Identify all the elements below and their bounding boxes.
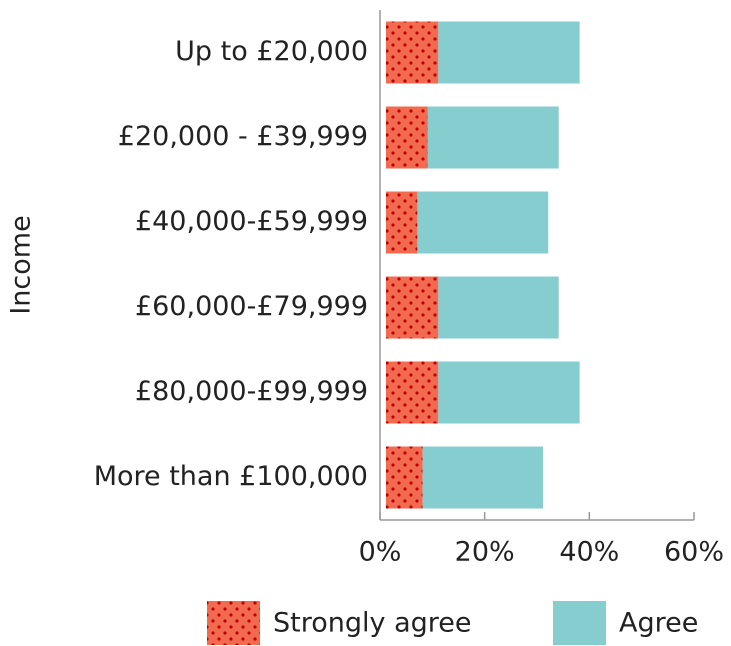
bar-segment — [438, 361, 580, 424]
x-tick-label: 40% — [559, 537, 619, 568]
y-tick-label: More than £100,000 — [94, 461, 368, 492]
x-tick-label: 0% — [359, 537, 402, 568]
y-tick-label: £40,000-£59,999 — [135, 206, 368, 237]
y-tick-label: Up to £20,000 — [175, 36, 368, 67]
y-tick-label: £60,000-£79,999 — [135, 291, 368, 322]
bar-segment — [417, 191, 549, 254]
bar-segment — [438, 276, 559, 339]
bar-segment — [386, 361, 439, 424]
x-tick-label: 20% — [455, 537, 515, 568]
legend-label: Strongly agree — [273, 608, 471, 639]
bar-segment — [427, 106, 559, 169]
legend-swatch — [553, 601, 606, 645]
x-tick-label: 60% — [664, 537, 724, 568]
bar-segment — [386, 276, 439, 339]
y-axis-label: Income — [6, 215, 37, 314]
legend-swatch — [207, 601, 260, 645]
bar-segment — [386, 446, 423, 509]
bar-segment — [386, 21, 439, 84]
bar-segment — [422, 446, 543, 509]
y-tick-label: £80,000-£99,999 — [135, 376, 368, 407]
bar-segment — [438, 21, 580, 84]
bar-segment — [386, 191, 418, 254]
legend-label: Agree — [619, 608, 698, 639]
bar-segment — [386, 106, 428, 169]
y-tick-label: £20,000 - £39,999 — [118, 121, 368, 152]
